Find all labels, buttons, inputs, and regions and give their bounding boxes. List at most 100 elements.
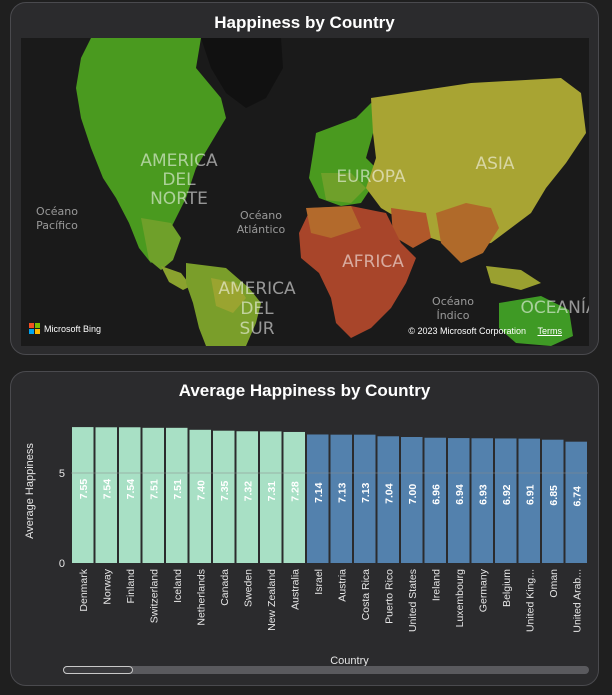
x-axis-title: Country — [330, 655, 369, 667]
label-south-america-1: AMERICA — [218, 279, 296, 299]
label-indian-2: Índico — [436, 309, 469, 322]
label-oceania: OCEANÍA — [521, 296, 589, 318]
x-tick-label: Ireland — [430, 569, 442, 601]
bar-value-label: 7.54 — [125, 479, 137, 500]
map-mexico[interactable] — [141, 218, 181, 270]
bar[interactable] — [565, 441, 588, 563]
map-title: Happiness by Country — [214, 13, 395, 32]
bar[interactable] — [377, 436, 400, 563]
x-tick-label: Belgium — [501, 569, 513, 607]
x-tick-label: Switzerland — [148, 569, 160, 623]
scrollbar-thumb[interactable] — [63, 666, 133, 674]
label-north-america-3: NORTE — [150, 189, 208, 209]
bar[interactable] — [166, 427, 188, 563]
bar[interactable] — [448, 438, 470, 563]
bar-value-label: 7.28 — [289, 481, 301, 502]
bar[interactable] — [542, 439, 564, 563]
map-africa[interactable] — [299, 206, 416, 338]
bar-value-label: 6.96 — [430, 484, 442, 505]
bar-value-label: 7.51 — [148, 479, 160, 500]
bar-value-label: 7.55 — [78, 479, 90, 500]
bar[interactable] — [72, 427, 94, 563]
x-tick-label: Luxembourg — [454, 569, 466, 628]
bing-logo: Microsoft Bing — [29, 323, 101, 334]
x-tick-label: Finland — [125, 569, 137, 604]
bar-value-label: 6.93 — [477, 484, 489, 505]
bar[interactable] — [330, 434, 353, 563]
map-south-asia[interactable] — [436, 203, 499, 263]
map-brazil[interactable] — [211, 278, 246, 313]
bar[interactable] — [471, 438, 494, 563]
bar-value-label: 7.13 — [360, 482, 372, 503]
map-middle-east[interactable] — [391, 208, 431, 248]
x-tick-label: Australia — [289, 569, 301, 610]
map-indonesia[interactable] — [486, 266, 541, 290]
bar-value-label: 7.40 — [195, 480, 207, 501]
x-tick-label: Denmark — [78, 568, 90, 611]
horizontal-scrollbar[interactable] — [63, 666, 589, 674]
bar[interactable] — [424, 437, 447, 563]
label-south-america-3: SUR — [239, 319, 274, 339]
bar-chart[interactable]: 7.55 7.54 7.54 7.51 7.51 7.40 7.35 7.32 7.31 7.28… — [11, 372, 598, 685]
bar[interactable] — [354, 434, 376, 563]
x-tick-label: Germany — [477, 568, 489, 612]
bar[interactable] — [119, 427, 141, 563]
bar[interactable] — [142, 427, 165, 563]
map-greenland — [201, 38, 283, 108]
bar[interactable] — [495, 438, 517, 563]
x-tick-label: United States — [407, 569, 419, 632]
bar-value-label: 6.92 — [501, 484, 513, 505]
bar-value-label: 6.74 — [571, 486, 583, 507]
x-tick-label: Norway — [101, 568, 113, 604]
label-indian-1: Océano — [432, 295, 474, 308]
bar[interactable] — [236, 431, 259, 563]
chart-title: Average Happiness by Country — [178, 381, 431, 400]
map-central-america[interactable] — [161, 266, 191, 290]
bar-value-label: 7.32 — [242, 481, 254, 502]
bar[interactable] — [260, 431, 282, 563]
axis-layer: 0 5 Average Happiness Country Denmark Norway F… — [24, 443, 588, 667]
bar-value-label: 7.14 — [313, 482, 325, 503]
bar-value-label: 7.04 — [383, 483, 395, 504]
x-tick-label: Oman — [548, 569, 560, 598]
x-tick-label: Netherlands — [195, 569, 207, 626]
label-north-america-2: DEL — [162, 170, 196, 190]
x-tick-label: Israel — [313, 569, 325, 595]
bar[interactable] — [213, 430, 235, 563]
bar[interactable] — [401, 437, 423, 563]
x-tick-label: Sweden — [242, 569, 254, 607]
terms-link[interactable]: Terms — [537, 326, 563, 336]
map-australia[interactable] — [499, 296, 573, 346]
label-atlantic-2: Atlántico — [237, 223, 286, 236]
bar[interactable] — [283, 431, 306, 563]
label-europe: EUROPA — [336, 167, 406, 187]
bar-value-label: 6.85 — [548, 485, 560, 506]
map-asia[interactable] — [366, 78, 586, 248]
y-axis-title: Average Happiness — [24, 443, 36, 539]
bar-value-label: 6.91 — [524, 484, 536, 505]
bar[interactable] — [189, 429, 212, 563]
label-atlantic-1: Océano — [240, 209, 282, 222]
chart-card: Average Happiness by Country 7.55 7.54 7.5… — [10, 371, 599, 686]
bar[interactable] — [518, 438, 541, 563]
label-south-america-2: DEL — [240, 299, 274, 319]
bar-value-label: 7.54 — [101, 479, 113, 500]
label-asia: ASIA — [475, 154, 514, 174]
bar[interactable] — [95, 427, 118, 563]
x-tick-label: Iceland — [172, 569, 184, 603]
map-card: Happiness by Country AMERICA DEL NORTE A… — [10, 2, 599, 355]
map-copyright: © 2023 Microsoft Corporation — [408, 326, 526, 336]
microsoft-logo-icon — [29, 323, 40, 334]
bar-value-label: 7.13 — [336, 482, 348, 503]
x-tick-label: United Arab... — [571, 569, 583, 633]
y-tick-label: 5 — [59, 468, 65, 480]
bar[interactable] — [307, 434, 329, 563]
x-tick-label: New Zealand — [266, 569, 278, 631]
bing-brand-text: Microsoft Bing — [44, 323, 102, 334]
happiness-map[interactable]: AMERICA DEL NORTE AMERICA DEL SUR EUROPA… — [21, 38, 589, 346]
map-north-america[interactable] — [76, 38, 226, 263]
map-western-europe[interactable] — [321, 173, 366, 203]
map-north-africa[interactable] — [306, 206, 361, 238]
label-africa: AFRICA — [342, 252, 404, 272]
x-tick-label: Costa Rica — [360, 569, 372, 621]
